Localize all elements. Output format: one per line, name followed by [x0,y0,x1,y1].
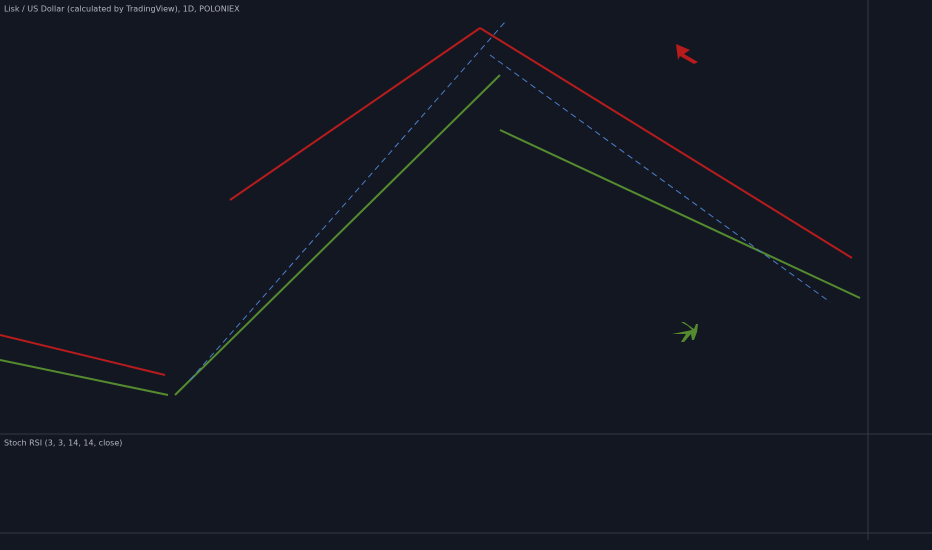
arrow-icon [676,44,698,64]
trendline [0,359,169,396]
chart-title: Lisk / US Dollar (calculated by TradingV… [4,5,240,14]
trendline [489,54,831,303]
trendline [0,334,166,376]
drawings [0,21,861,396]
indicator-title: Stoch RSI (3, 3, 14, 14, close) [4,439,122,448]
trendline [499,129,861,299]
trendline [479,27,853,259]
trendline [229,27,481,201]
plane-icon [672,322,698,342]
trendline [174,74,501,396]
